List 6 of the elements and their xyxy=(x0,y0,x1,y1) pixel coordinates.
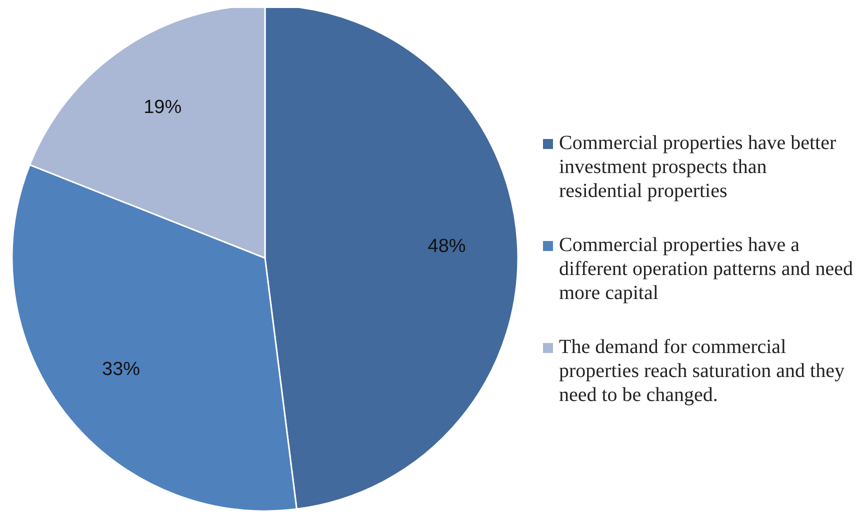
legend-label: Commercial properties have better investment prospects than residential properties xyxy=(559,130,838,202)
data-label: 48% xyxy=(428,236,466,258)
legend-label: Commercial properties have a different operation patterns and need more capital xyxy=(559,232,853,304)
legend-label: The demand for commercial properties reach saturation and they need to be changed. xyxy=(559,334,846,406)
data-label: 33% xyxy=(102,359,140,380)
data-label: 19% xyxy=(144,96,182,118)
